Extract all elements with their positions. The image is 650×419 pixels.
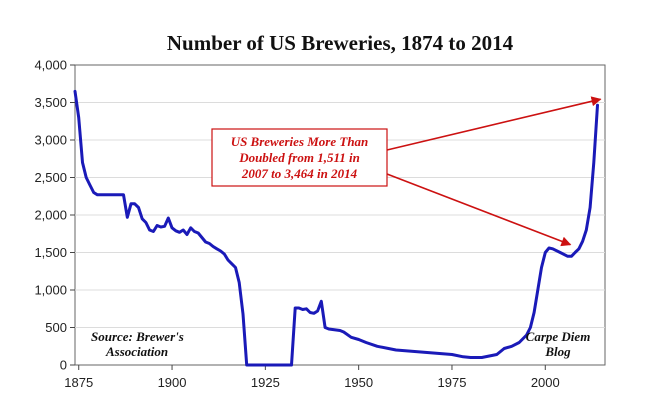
- y-tick-label: 1,500: [34, 245, 67, 260]
- y-tick-label: 4,000: [34, 58, 67, 73]
- series-line: [73, 89, 599, 367]
- annotation-box: [211, 128, 388, 187]
- annotation: US Breweries More Than Doubled from 1,51…: [211, 96, 602, 247]
- y-tick-label: 500: [45, 320, 67, 335]
- y-tick-label: 1,000: [34, 283, 67, 298]
- y-axis: 0 500 1,000 1,500 2,000 2,500 3,000 3,500 4,000: [34, 58, 75, 373]
- x-tick-label: 1875: [64, 375, 93, 390]
- x-tick-label: 1950: [344, 375, 373, 390]
- x-tick-label: 1975: [438, 375, 467, 390]
- x-tick-label: 2000: [531, 375, 560, 390]
- x-axis: 1875 1900 1925 1950 1975 2000: [64, 365, 560, 390]
- y-tick-label: 2,500: [34, 170, 67, 185]
- annotation-arrow-bottom: [386, 173, 572, 247]
- blog-note-line-2: Blog: [544, 344, 571, 359]
- blog-note-line-1: Carpe Diem: [526, 329, 591, 344]
- annotation-arrow-top: [386, 96, 602, 151]
- x-tick-label: 1900: [158, 375, 187, 390]
- source-note-line-1: Source: Brewer's: [91, 329, 184, 344]
- chart-title: Number of US Breweries, 1874 to 2014: [167, 31, 514, 55]
- annotation-line-2: Doubled from 1,511 in: [238, 150, 360, 165]
- y-tick-label: 3,500: [34, 95, 67, 110]
- source-note-line-2: Association: [105, 344, 168, 359]
- annotation-line-1: US Breweries More Than: [231, 134, 369, 149]
- x-tick-label: 1925: [251, 375, 280, 390]
- y-tick-label: 3,000: [34, 133, 67, 148]
- y-tick-label: 0: [60, 358, 67, 373]
- annotation-line-3: 2007 to 3,464 in 2014: [241, 166, 358, 181]
- y-tick-label: 2,000: [34, 208, 67, 223]
